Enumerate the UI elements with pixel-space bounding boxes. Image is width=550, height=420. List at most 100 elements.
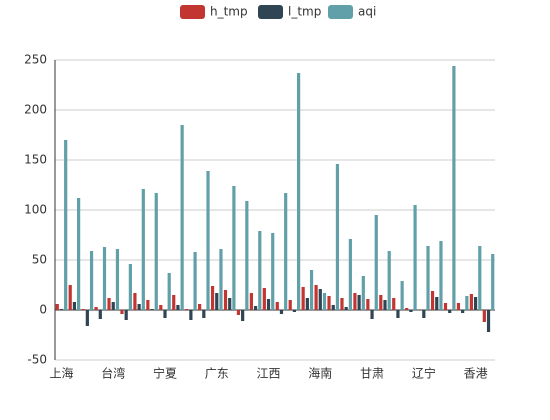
bar (102, 247, 107, 310)
x-tick-label: 江西 (257, 367, 281, 381)
bar (443, 303, 448, 310)
bar (124, 310, 128, 320)
bar (305, 298, 309, 310)
bar (426, 246, 430, 310)
bar (111, 302, 115, 310)
bar (284, 193, 288, 310)
bar (81, 309, 85, 310)
bar (193, 252, 197, 310)
bar (422, 310, 426, 318)
bar (159, 305, 163, 310)
bar (322, 293, 327, 310)
bar (172, 295, 176, 310)
bar (141, 189, 145, 310)
bar (176, 305, 180, 310)
bar (301, 287, 305, 310)
bar (133, 293, 137, 310)
x-tick-label: 台湾 (101, 366, 125, 381)
bar (288, 300, 292, 310)
bar (448, 310, 452, 313)
legend-label: h_tmp (210, 5, 248, 19)
bar (396, 310, 400, 318)
y-tick-label: 50 (32, 253, 47, 267)
bar (271, 233, 275, 310)
bar (189, 310, 193, 320)
bar (361, 276, 365, 310)
bar (89, 251, 94, 310)
bar (353, 293, 357, 310)
y-tick-label: -50 (27, 353, 47, 367)
legend-label: l_tmp (288, 5, 321, 19)
bar (482, 310, 486, 322)
bar (198, 304, 202, 310)
bar (146, 300, 150, 310)
bar (163, 310, 167, 318)
bar (340, 298, 344, 310)
x-tick-label: 甘肃 (360, 367, 384, 381)
legend-swatch (180, 5, 205, 19)
bar (236, 310, 241, 315)
bar (262, 288, 266, 310)
y-tick-label: 100 (24, 203, 47, 217)
bar (245, 201, 249, 310)
bar (275, 302, 279, 310)
bar (215, 293, 219, 310)
bar (335, 164, 340, 310)
bar (491, 254, 495, 310)
bar (180, 125, 184, 310)
bar (185, 309, 189, 310)
bar (452, 66, 456, 310)
bar (348, 239, 352, 310)
bar (55, 304, 59, 310)
y-tick-label: 200 (24, 103, 47, 117)
bar (344, 307, 348, 310)
bar (309, 270, 314, 310)
bar (439, 241, 443, 310)
bar (279, 310, 284, 314)
bar (387, 251, 391, 310)
bar (219, 249, 223, 310)
x-tick-label: 辽宁 (412, 366, 436, 381)
bar (383, 300, 387, 310)
bar (266, 299, 271, 310)
bar (374, 215, 378, 310)
y-tick-label: 250 (24, 53, 47, 67)
bar (202, 310, 206, 318)
bar (98, 310, 102, 319)
bar (465, 296, 469, 310)
bar (318, 289, 322, 310)
bar (249, 293, 253, 310)
bar (107, 298, 111, 310)
bar (241, 310, 245, 321)
bar (392, 298, 396, 310)
bar (206, 171, 210, 310)
bar (64, 140, 68, 310)
x-tick-label: 宁夏 (153, 366, 177, 381)
bar (137, 304, 141, 310)
bar (94, 307, 98, 310)
bar (167, 273, 171, 310)
bar (357, 295, 361, 310)
bar (400, 281, 404, 310)
legend-swatch (258, 5, 283, 19)
x-tick-label: 香港 (464, 367, 488, 381)
x-tick-label: 上海 (49, 366, 73, 381)
bar (486, 310, 491, 332)
bar (370, 310, 374, 319)
legend-label: aqi (358, 5, 376, 19)
bar (292, 310, 297, 312)
bar (59, 309, 64, 310)
x-tick-label: 广东 (205, 367, 229, 381)
bar (210, 286, 215, 310)
bar (379, 295, 383, 310)
bar (473, 297, 478, 310)
bar (405, 308, 409, 310)
bar (297, 73, 301, 310)
bar (478, 246, 482, 310)
bar (253, 306, 258, 310)
bar (461, 310, 465, 313)
bar (331, 305, 335, 310)
bar (120, 310, 124, 314)
